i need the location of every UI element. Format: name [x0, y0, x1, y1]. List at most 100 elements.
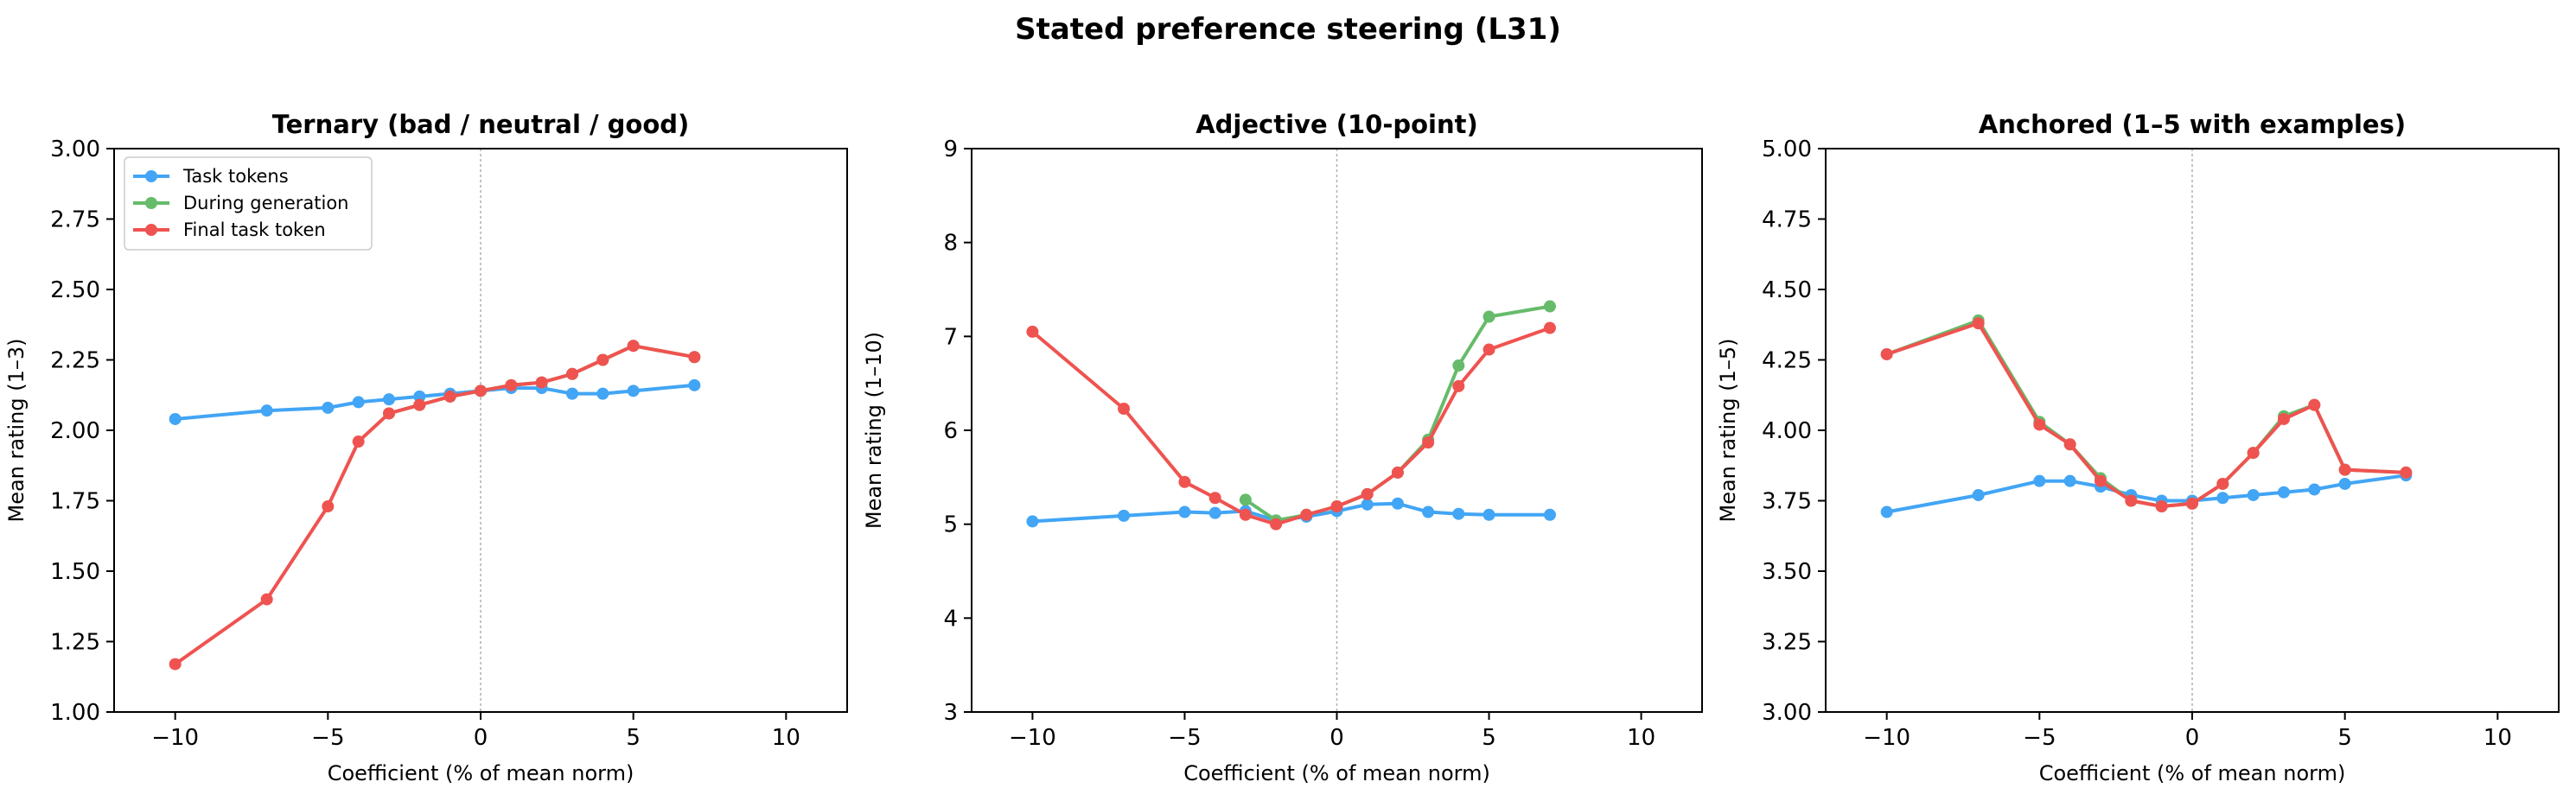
- y-tick-label: 4.50: [1762, 277, 1812, 303]
- data-point: [2308, 398, 2321, 411]
- x-tick-label: 0: [2185, 725, 2200, 751]
- y-tick-label: 5.00: [1762, 137, 1812, 162]
- x-tick-label: −10: [151, 725, 199, 751]
- legend-box: [124, 156, 373, 251]
- x-tick-label: 10: [772, 725, 800, 751]
- data-point: [1361, 498, 1374, 511]
- y-tick-label: 1.50: [50, 559, 100, 585]
- panel-title: Adjective (10-point): [1196, 110, 1478, 139]
- y-tick-label: 4.00: [1762, 418, 1812, 444]
- data-point: [2186, 497, 2198, 510]
- data-point: [1543, 508, 1556, 521]
- x-tick-label: 0: [1329, 725, 1344, 751]
- data-point: [2278, 412, 2290, 425]
- y-axis-label: Mean rating (1–5): [1716, 338, 1740, 522]
- x-tick-label: −5: [311, 725, 344, 751]
- data-point: [352, 435, 365, 448]
- y-tick-label: 3: [943, 700, 958, 726]
- y-tick-label: 2.25: [50, 348, 100, 374]
- data-point: [1543, 300, 1556, 313]
- x-tick-label: 10: [1627, 725, 1655, 751]
- legend: Task tokens During generation Final task t…: [124, 156, 373, 251]
- y-tick-label: 2.00: [50, 418, 100, 444]
- x-tick-label: −5: [2023, 725, 2056, 751]
- data-point: [627, 340, 640, 353]
- data-point: [1026, 325, 1039, 338]
- data-point: [2063, 438, 2076, 451]
- x-tick-label: −5: [1168, 725, 1201, 751]
- data-point: [413, 398, 426, 411]
- data-point: [2247, 488, 2260, 501]
- data-point: [1422, 436, 1435, 449]
- x-tick-label: 0: [474, 725, 488, 751]
- data-point: [413, 390, 426, 403]
- data-point: [2247, 447, 2260, 460]
- y-tick-label: 2.75: [50, 207, 100, 233]
- data-point: [1391, 466, 1404, 479]
- panels: −10 −5 0 5 10 1.00 1.25 1.50 1.75 2.00 2.25 2.50 2.7…: [4, 110, 2560, 785]
- y-tick-label: 9: [943, 137, 958, 162]
- data-point: [383, 393, 395, 406]
- data-point: [2095, 474, 2107, 487]
- data-point: [596, 387, 609, 400]
- data-point: [1452, 507, 1465, 520]
- data-point: [1330, 500, 1343, 513]
- panel-2: −10 −5 0 5 10 3 4 5 6 7 8 9 Adjective (10-point) Coef…: [862, 110, 1703, 785]
- data-point: [2033, 474, 2046, 487]
- data-point: [2400, 466, 2413, 479]
- x-tick-label: −10: [1009, 725, 1056, 751]
- data-point: [1178, 475, 1191, 488]
- data-point: [1482, 310, 1495, 323]
- data-point: [1239, 508, 1252, 521]
- y-axis-label: Mean rating (1–3): [4, 338, 29, 522]
- y-tick-label: 7: [943, 324, 958, 350]
- x-tick-label: 5: [626, 725, 641, 751]
- legend-entry: Task tokens: [133, 166, 289, 187]
- data-point: [2033, 418, 2046, 431]
- panel-3: −10 −5 0 5 10 3.00 3.25 3.50 3.75 4.00 4.25 4.50 4.7…: [1716, 110, 2560, 785]
- panel-title: Ternary (bad / neutral / good): [272, 110, 690, 139]
- data-point: [1300, 508, 1313, 521]
- y-tick-label: 5: [943, 512, 958, 538]
- y-tick-label: 3.00: [1762, 700, 1812, 726]
- data-point: [322, 401, 335, 414]
- y-tick-label: 1.00: [50, 700, 100, 726]
- data-point: [1452, 359, 1465, 372]
- data-point: [2125, 494, 2138, 507]
- y-tick-label: 4: [943, 606, 958, 632]
- x-tick-label: 5: [2337, 725, 2352, 751]
- data-point: [443, 390, 456, 403]
- data-point: [1208, 492, 1221, 505]
- data-point: [2338, 477, 2351, 490]
- x-tick-label: 10: [2484, 725, 2512, 751]
- y-tick-label: 3.50: [1762, 559, 1812, 585]
- data-point: [627, 385, 640, 397]
- data-point: [2155, 500, 2168, 513]
- data-point: [505, 378, 518, 391]
- data-point: [1239, 493, 1252, 506]
- data-point: [475, 385, 487, 397]
- y-tick-label: 3.75: [1762, 489, 1812, 515]
- legend-entry: During generation: [133, 193, 348, 213]
- data-point: [2063, 474, 2076, 487]
- y-tick-label: 1.75: [50, 489, 100, 515]
- data-point: [1880, 347, 1893, 360]
- series-3: [1880, 317, 2413, 513]
- y-tick-label: 3.00: [50, 137, 100, 162]
- data-point: [2338, 463, 2351, 476]
- data-point: [688, 351, 701, 364]
- data-point: [1026, 515, 1039, 528]
- series-3: [169, 340, 701, 671]
- data-point: [1543, 321, 1556, 334]
- data-point: [2278, 486, 2290, 499]
- panel-1: −10 −5 0 5 10 1.00 1.25 1.50 1.75 2.00 2.25 2.50 2.7…: [4, 110, 848, 785]
- series-3: [1026, 321, 1556, 531]
- data-point: [1452, 379, 1465, 392]
- data-point: [596, 353, 609, 366]
- data-point: [1422, 505, 1435, 518]
- data-point: [535, 376, 548, 389]
- data-point: [1482, 508, 1495, 521]
- data-point: [566, 387, 578, 400]
- y-tick-label: 4.75: [1762, 207, 1812, 233]
- y-tick-label: 3.25: [1762, 630, 1812, 656]
